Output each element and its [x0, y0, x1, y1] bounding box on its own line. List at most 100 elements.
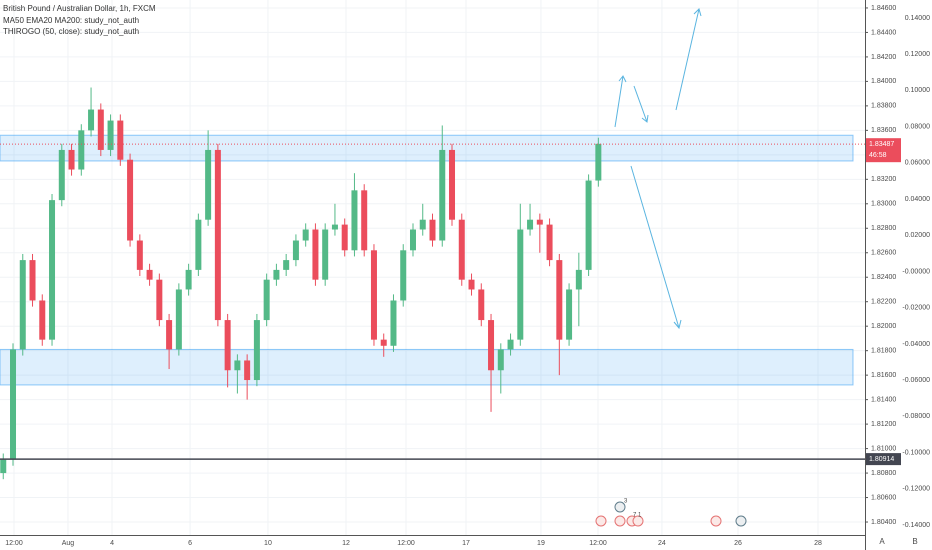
y-tick-label: 1.80400 [871, 519, 896, 526]
y-tick-label: 1.82200 [871, 299, 896, 306]
candle-body [273, 269, 280, 280]
y-tick-label: 1.80600 [871, 494, 896, 501]
y2-tick-label: 0.10000 [905, 87, 930, 94]
study-label: MA50 EMA20 MA200: study_not_auth [3, 16, 139, 25]
candle-body [146, 269, 153, 280]
zone [0, 348, 854, 386]
x-tick-label: 19 [537, 540, 545, 547]
candle-body [429, 219, 436, 241]
y-tick-label: 1.83800 [871, 103, 896, 110]
candle-body [546, 224, 553, 261]
y2-tick-label: -0.08000 [902, 413, 930, 420]
event-icon[interactable] [595, 515, 607, 527]
candle-body [263, 279, 270, 321]
candle-body [331, 224, 338, 230]
y-tick-label: 1.83200 [871, 176, 896, 183]
candle-body [166, 320, 173, 350]
y-tick-label: 1.80800 [871, 470, 896, 477]
y2-tick-label: 0.14000 [905, 15, 930, 22]
candle-body [78, 130, 85, 170]
candle-body [575, 269, 582, 290]
candle-body [488, 320, 495, 371]
y-tick-label: 1.84000 [871, 78, 896, 85]
candle-body [302, 229, 309, 241]
x-tick-label: Aug [62, 540, 75, 547]
event-icon[interactable] [735, 515, 747, 527]
x-tick-label: 24 [658, 540, 666, 547]
y2-tick-label: -0.14000 [902, 522, 930, 529]
y-tick-label: 1.81600 [871, 372, 896, 379]
candle-body [419, 219, 426, 230]
zone [0, 134, 854, 162]
x-tick-label: 12:00 [589, 540, 607, 547]
y2-tick-label: 0.02000 [905, 232, 930, 239]
x-tick-label: 26 [734, 540, 742, 547]
candle-body [380, 339, 387, 346]
y-tick-label: 1.81000 [871, 445, 896, 452]
y-tick-label: 1.84200 [871, 54, 896, 61]
candle-body [107, 120, 114, 150]
y-tick-label: 1.83600 [871, 127, 896, 134]
candle-body [68, 149, 75, 170]
candle-body [468, 279, 475, 290]
candle-body [88, 109, 95, 131]
candle-body [39, 300, 46, 340]
candle-body [595, 143, 602, 181]
candle-body [234, 360, 241, 371]
axis-button[interactable]: B [912, 537, 917, 546]
events: 3 7 1 [595, 499, 747, 527]
y2-tick-label: 0.08000 [905, 123, 930, 130]
candle-body [117, 120, 124, 160]
candle-body [195, 219, 202, 270]
candle-body [409, 229, 416, 251]
y2-tick-label: -0.02000 [902, 305, 930, 312]
candle-body [58, 149, 65, 201]
candle-body [253, 320, 260, 381]
y-tick-label: 1.84600 [871, 5, 896, 12]
candle-body [156, 279, 163, 321]
candle-body [556, 260, 563, 340]
y-tick-label: 1.81200 [871, 421, 896, 428]
candle-body [185, 269, 192, 290]
candle-body [19, 260, 26, 350]
x-tick-label: 10 [264, 540, 272, 547]
study-label: THIROGO (50, close): study_not_auth [3, 27, 139, 36]
axis-button[interactable]: A [879, 537, 885, 546]
event-icon[interactable] [710, 515, 722, 527]
candle-body [390, 300, 397, 346]
candle-body [244, 360, 251, 381]
y-tick-label: 1.83000 [871, 201, 896, 208]
y2-tick-label: -0.06000 [902, 377, 930, 384]
y-tick-label: 1.82000 [871, 323, 896, 330]
candle-body [136, 240, 143, 270]
x-tick-label: 12:00 [397, 540, 415, 547]
y2-tick-label: -0.10000 [902, 449, 930, 456]
price-label-bg [866, 138, 901, 163]
arrow [630, 165, 682, 330]
candle-body [341, 224, 348, 251]
event-icon[interactable] [614, 501, 626, 513]
candle-body [97, 109, 104, 150]
price-axis: 1.84600 1.84400 1.84200 1.84000 1.83800 1.836… [865, 5, 930, 529]
candle-body [370, 250, 377, 340]
x-tick-label: 28 [814, 540, 822, 547]
candle-body [175, 289, 182, 350]
candle-body [127, 159, 134, 241]
y-tick-label: 1.82800 [871, 225, 896, 232]
candle-body [585, 180, 592, 270]
price-label: 1.80914 [869, 456, 894, 463]
candle-body [536, 219, 543, 225]
y-tick-label: 1.82400 [871, 274, 896, 281]
event-icon[interactable] [632, 515, 644, 527]
y-tick-label: 1.84400 [871, 29, 896, 36]
candle-body [10, 349, 17, 460]
candle-body [322, 229, 329, 280]
y-tick-label: 1.81800 [871, 348, 896, 355]
candle-body [449, 149, 456, 220]
candle-body [214, 149, 221, 321]
candle-body [351, 190, 358, 251]
candle-body [478, 289, 485, 321]
candle-body [283, 260, 290, 270]
candle-body [527, 219, 534, 230]
event-icon[interactable] [614, 515, 626, 527]
